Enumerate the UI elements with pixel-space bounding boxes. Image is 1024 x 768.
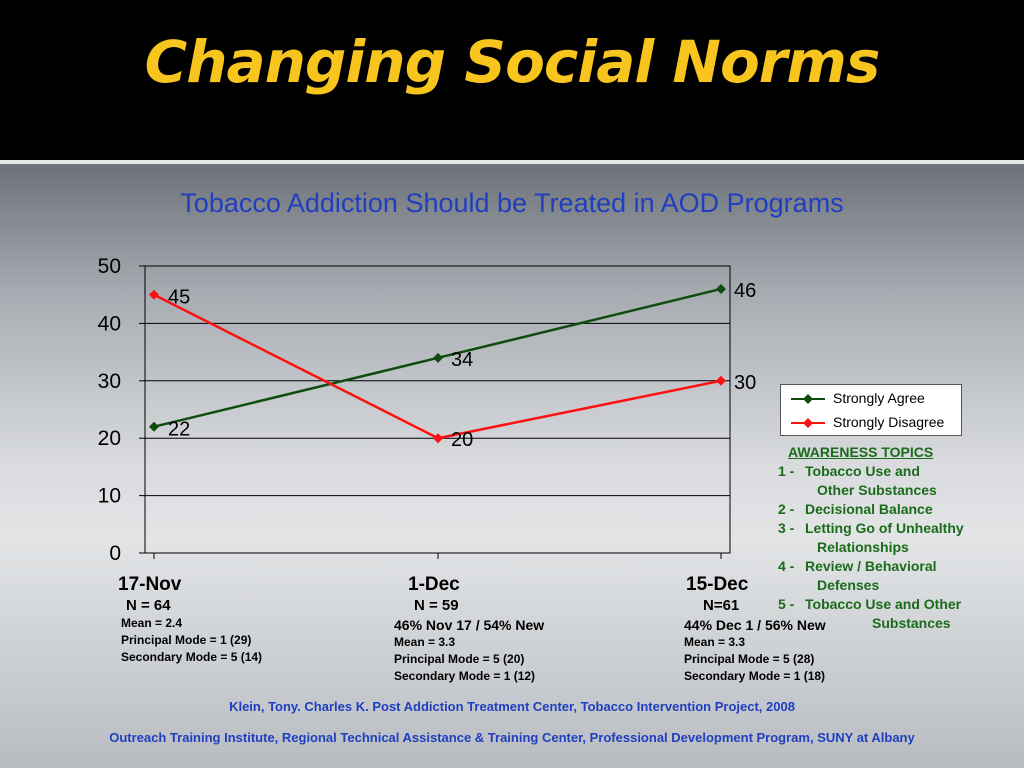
stat-line: Mean = 3.3 <box>684 635 746 649</box>
data-point <box>433 352 443 363</box>
topic-item: 3 - Letting Go of Unhealthy <box>778 519 1008 538</box>
sample-size: N = 59 <box>414 597 459 614</box>
sample-size: N = 64 <box>126 597 171 614</box>
chart-title: Tobacco Addiction Should be Treated in A… <box>180 188 844 218</box>
stat-line: 44% Dec 1 / 56% New <box>684 617 826 633</box>
sample-size: N=61 <box>703 597 740 614</box>
y-tick-label: 0 <box>109 542 121 565</box>
topic-text: Letting Go of Unhealthy <box>805 520 964 536</box>
stat-line: Principal Mode = 1 (29) <box>121 633 252 647</box>
x-tick-label: 1-Dec <box>408 574 460 595</box>
topic-continuation: Relationships <box>817 539 909 555</box>
legend-label: Strongly Agree <box>833 390 925 406</box>
topic-item: 2 - Decisional Balance <box>778 500 1008 519</box>
topic-number: 2 - <box>778 501 795 517</box>
y-tick-label: 10 <box>98 485 121 508</box>
stat-line: 46% Nov 17 / 54% New <box>394 617 545 633</box>
topic-continuation: Other Substances <box>817 482 937 498</box>
topic-text: Review / Behavioral <box>805 558 937 574</box>
legend-item-strongly-agree: Strongly Agree <box>789 388 961 410</box>
title-bar <box>0 0 1024 160</box>
stat-line: Mean = 2.4 <box>121 616 183 630</box>
data-point <box>149 289 159 300</box>
slide-background <box>0 164 1024 768</box>
stat-line: Principal Mode = 5 (28) <box>684 652 815 666</box>
topic-number: 1 - <box>778 463 795 479</box>
topic-item: 4 - Review / Behavioral <box>778 557 1008 576</box>
data-label: 30 <box>734 372 756 394</box>
stats-block: 44% Dec 1 / 56% New Mean = 3.3 Principal… <box>684 617 826 685</box>
legend-item-strongly-disagree: Strongly Disagree <box>789 412 961 434</box>
legend-swatch <box>791 394 825 404</box>
y-tick-label: 20 <box>98 427 121 450</box>
series-line <box>153 293 722 440</box>
data-label: 20 <box>451 429 473 451</box>
chart-legend: Strongly Agree Strongly Disagree <box>780 384 962 436</box>
y-tick-label: 30 <box>98 370 121 393</box>
data-point <box>433 433 443 444</box>
x-tick-label: 15-Dec <box>686 574 749 595</box>
title-divider <box>0 160 1024 164</box>
stats-block: 46% Nov 17 / 54% New Mean = 3.3 Principa… <box>394 617 544 685</box>
topic-item: 5 - Tobacco Use and Other <box>778 595 1008 614</box>
data-label: 34 <box>451 349 473 371</box>
stat-line: Secondary Mode = 5 (14) <box>121 650 263 664</box>
data-label: 46 <box>734 280 756 302</box>
slide-title: Changing Social Norms <box>144 28 881 96</box>
stat-line: Principal Mode = 5 (20) <box>394 652 525 666</box>
topic-continuation: Defenses <box>817 577 880 593</box>
topic-text: Decisional Balance <box>805 501 933 517</box>
stat-line: Secondary Mode = 1 (18) <box>684 669 826 683</box>
data-point <box>149 421 159 432</box>
data-label: 22 <box>168 419 190 441</box>
y-tick-label: 50 <box>98 255 121 278</box>
topic-text: Tobacco Use and <box>805 463 920 479</box>
citation-line-2: Outreach Training Institute, Regional Te… <box>109 730 915 745</box>
legend-label: Strongly Disagree <box>833 414 945 430</box>
topic-text: Tobacco Use and Other <box>805 596 962 612</box>
topic-number: 5 - <box>778 596 795 612</box>
stat-line: Mean = 3.3 <box>394 635 456 649</box>
y-tick-label: 40 <box>98 312 121 335</box>
awareness-heading: AWARENESS TOPICS <box>788 444 934 460</box>
x-tick-label: 17-Nov <box>118 574 182 595</box>
legend-swatch <box>791 418 825 428</box>
topic-item: 1 - Tobacco Use and <box>778 462 1008 481</box>
data-label: 45 <box>168 287 190 309</box>
data-point <box>716 375 726 386</box>
data-point <box>716 283 726 294</box>
stats-block: Mean = 2.4 Principal Mode = 1 (29) Secon… <box>121 615 262 666</box>
topic-continuation: Substances <box>872 615 951 631</box>
awareness-topics: AWARENESS TOPICS 1 - Tobacco Use and Othe… <box>778 443 1008 633</box>
topic-number: 4 - <box>778 558 795 574</box>
citation-line-1: Klein, Tony. Charles K. Post Addiction T… <box>229 699 795 714</box>
topic-number: 3 - <box>778 520 795 536</box>
stat-line: Secondary Mode = 1 (12) <box>394 669 536 683</box>
